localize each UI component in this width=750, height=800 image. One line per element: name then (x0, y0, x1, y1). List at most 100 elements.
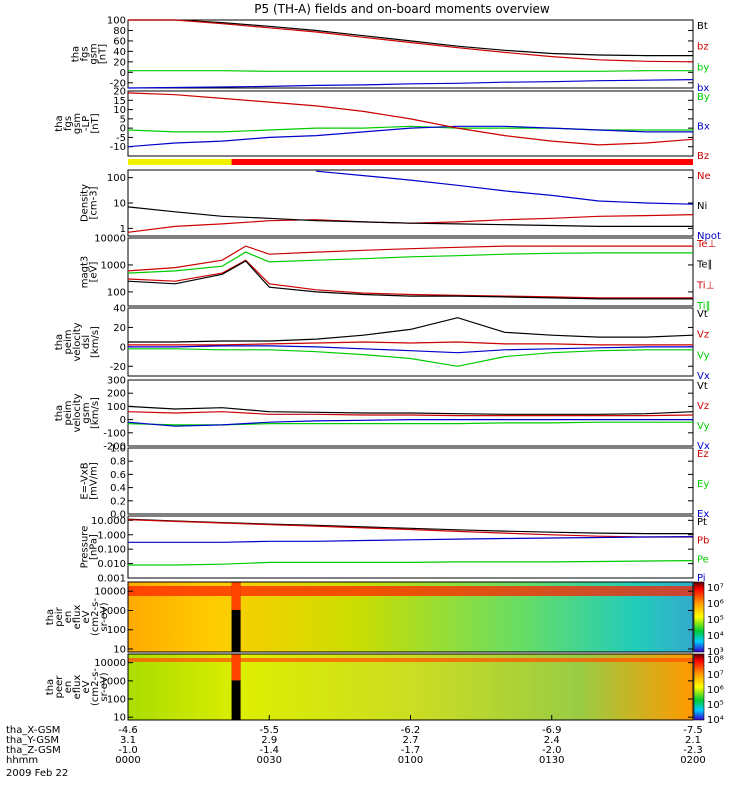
y-tick-label: 10 (113, 105, 126, 116)
y-tick-label: 0.010 (97, 559, 126, 570)
y-axis-label: [nT] (90, 113, 101, 133)
x-tick-label: 0200 (680, 755, 705, 766)
series-Vz (127, 411, 694, 417)
panel-frame (127, 307, 694, 377)
panel-temperature: 10000 1000 100 magt3[eV] Te⊥ Te∥ Ti⊥ Ti∥ (80, 234, 717, 313)
y-axis-label: en (63, 681, 74, 694)
x-tick-label: 2.4 (544, 735, 560, 746)
legend-Vx: Vx (697, 371, 710, 382)
legend-By: By (697, 92, 710, 103)
series-Vy (128, 348, 693, 367)
y-tick-label: 100 (107, 173, 126, 184)
y-tick-label: 10000 (94, 658, 126, 669)
legend-Bz: Bz (697, 151, 709, 162)
y-tick-label: -200 (103, 442, 126, 453)
x-tick-label: 0130 (539, 755, 564, 766)
series-Bz (127, 92, 694, 146)
x-tick-label: 0100 (398, 755, 423, 766)
y-tick-label: 10000 (94, 234, 126, 245)
panel-velocity-gsm: 300 200 100 0 -100 -200 thapeimvelocitygsm[km/… (54, 376, 710, 453)
y-tick-label: 1.0 (110, 444, 126, 455)
y-axis-label: fgs (80, 46, 91, 61)
legend-Ex: Ex (697, 509, 709, 520)
colorbar-label: 10³ (707, 647, 724, 658)
series-Vt (127, 405, 694, 415)
panel-frame (127, 379, 694, 447)
x-tick-label: -4.6 (118, 725, 138, 736)
panel-efield: 1.0 0.8 0.6 0.4 0.2 0.0 E=-VxB[mV/m] Ez Ey Ex (80, 444, 710, 521)
panel-frame (127, 447, 694, 515)
y-axis-label: gsm (72, 113, 83, 134)
series-Ti⊥ (127, 245, 693, 272)
y-tick-label: 100 (107, 16, 126, 27)
legend-Vz: Vz (697, 330, 709, 341)
series-Bx (127, 125, 693, 148)
panel-frame (127, 515, 694, 579)
panel-frame (127, 581, 694, 653)
y-axis-label: velocity (72, 393, 83, 432)
y-tick-label: 0 (120, 68, 126, 79)
legend-Vy: Vy (697, 350, 710, 361)
y-axis-label: eV (81, 610, 92, 623)
y-tick-label: 40 (113, 304, 126, 315)
panels: 100806040200-20thafgsgsm[nT]Btbzbybx2015… (45, 16, 724, 727)
x-tick-label: -1.0 (118, 745, 138, 756)
y-tick-label: 0 (120, 342, 126, 353)
x-tick-label: -2.0 (542, 745, 562, 756)
y-tick-label: 0.2 (110, 496, 126, 507)
y-tick-label: 10 (113, 713, 126, 724)
y-tick-label: -10 (110, 142, 126, 153)
spectrogram-gap-top (231, 654, 241, 681)
legend-Pb: Pb (697, 536, 709, 547)
y-tick-label: 0.001 (97, 574, 126, 585)
y-axis-label: -LP (81, 116, 92, 131)
x-tick-label: -5.5 (259, 725, 279, 736)
y-axis-label: tha (45, 679, 56, 695)
y-tick-label: 10000 (94, 587, 126, 598)
x-tick-label: -6.2 (401, 725, 421, 736)
legend-Pe: Pe (697, 554, 709, 565)
x-tick-label: -2.3 (683, 745, 703, 756)
series-Ni (127, 206, 693, 227)
legend-Vz: Vz (697, 401, 709, 412)
panel-ion-spectrogram: 10⁷ 10⁶ 10⁵ 10⁴ 10³ 10000 1000 100 10 thapeirenef… (45, 581, 724, 658)
y-axis-label: tha (54, 405, 65, 421)
y-tick-label: 10.000 (91, 516, 126, 527)
y-tick-label: 5 (120, 114, 126, 125)
legend-Ey: Ey (697, 479, 709, 490)
y-tick-label: 0.0 (110, 510, 126, 521)
series-Ti∥ (127, 251, 693, 274)
legend-Vt: Vt (697, 381, 708, 392)
legend-Ne: Ne (697, 171, 711, 182)
y-axis-label: gsm (89, 43, 100, 64)
y-tick-label: 1000 (101, 676, 126, 687)
date-label: 2009 Feb 22 (6, 768, 68, 779)
x-tick-label: 2.9 (261, 735, 277, 746)
y-tick-label: 20 (113, 57, 126, 68)
legend-Ni: Ni (697, 201, 707, 212)
y-tick-label: 0 (120, 124, 126, 135)
spectrogram-electron-spectrogram (128, 654, 693, 720)
legend-Ti⊥: Ti⊥ (696, 280, 714, 291)
x-row-label: hhmm (6, 755, 38, 766)
series-Te⊥ (127, 259, 693, 299)
y-axis-label: [eV] (89, 262, 100, 283)
series-Pe (128, 560, 694, 566)
colorbar-label: 10⁴ (707, 715, 724, 726)
series-Pt (127, 518, 693, 535)
y-tick-label: 0 (120, 415, 126, 426)
series-Vy (127, 421, 693, 426)
y-axis-label: [mV/m] (89, 462, 100, 500)
legend-Te⊥: Te⊥ (696, 239, 716, 250)
colorbar-label: 10⁸ (707, 655, 724, 666)
y-axis-label: peer (54, 675, 65, 699)
y-tick-label: 60 (113, 36, 126, 47)
series-Bt (128, 19, 693, 57)
series-By (127, 125, 693, 133)
figure-title: P5 (TH-A) fields and on-board moments ov… (254, 2, 550, 16)
y-axis-label: fgs (63, 116, 74, 131)
panel-frame (127, 19, 694, 89)
